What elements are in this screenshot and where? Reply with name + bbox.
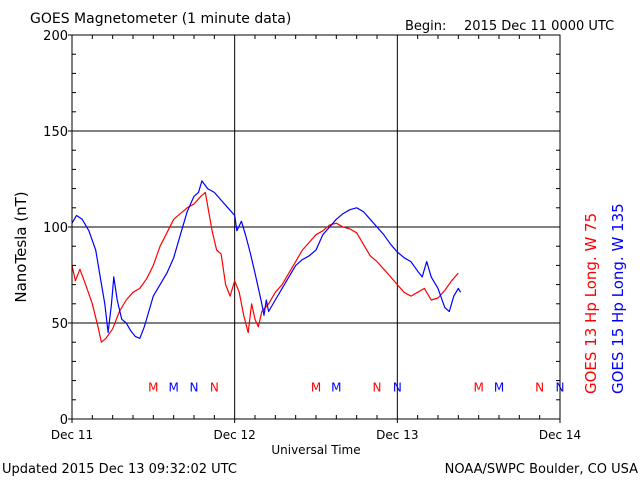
local-time-marker: N: [190, 380, 199, 394]
y-tick-label: 100: [43, 221, 68, 236]
local-time-marker: M: [473, 380, 483, 394]
y-tick-label: 50: [51, 317, 68, 332]
local-time-marker: N: [210, 380, 219, 394]
y-tick-label: 150: [43, 125, 68, 140]
y-tick-label: 0: [60, 413, 68, 428]
marker-layer: M NM N M M N N M M N N: [148, 380, 564, 394]
begin-value: 2015 Dec 11 0000 UTC: [464, 19, 614, 34]
local-time-marker: M: [168, 380, 178, 394]
local-time-marker: N: [393, 380, 402, 394]
local-time-marker: N: [535, 380, 544, 394]
legend-goes15: GOES 15 Hp Long. W 135: [609, 203, 627, 394]
local-time-marker: M: [311, 380, 321, 394]
x-tick-label: Dec 11: [51, 428, 93, 442]
series-line-goes15: [71, 180, 462, 339]
local-time-marker: M: [494, 380, 504, 394]
series-line-goes13: [71, 191, 459, 343]
x-tick-label: Dec 13: [376, 428, 418, 442]
axis-layer: 0 50 100 150 200 Dec 11 Dec 12 Dec 13 Dec 14: [43, 29, 581, 442]
footer-updated: Updated 2015 Dec 13 09:32:02 UTC: [2, 462, 237, 477]
local-time-marker: N: [373, 380, 382, 394]
x-tick-label: Dec 12: [214, 428, 256, 442]
local-time-marker: M: [331, 380, 341, 394]
legend-goes13: GOES 13 Hp Long. W 75: [582, 213, 600, 394]
x-tick-label: Dec 14: [539, 428, 581, 442]
y-axis-label: NanoTesla (nT): [12, 191, 30, 302]
chart-title: GOES Magnetometer (1 minute data): [30, 11, 291, 27]
series-layer: [71, 180, 462, 343]
local-time-marker: M: [148, 380, 158, 394]
begin-label: Begin:: [405, 19, 446, 34]
footer-source: NOAA/SWPC Boulder, CO USA: [445, 462, 638, 477]
grid-layer: [72, 35, 560, 419]
y-tick-label: 200: [43, 29, 68, 44]
x-axis-label: Universal Time: [271, 443, 360, 457]
plot-frame: [71, 34, 561, 420]
